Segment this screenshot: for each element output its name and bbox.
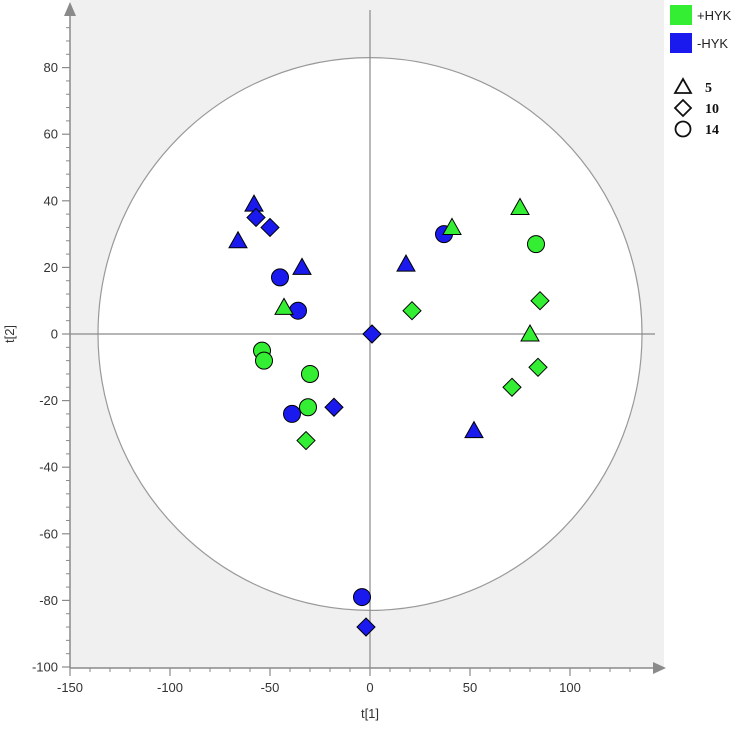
y-tick-label: 80 xyxy=(44,60,58,75)
data-point-diamond xyxy=(324,397,344,417)
data-point-triangle xyxy=(442,217,462,235)
data-point-diamond xyxy=(296,430,316,451)
y-tick-label: -100 xyxy=(32,660,58,675)
data-point-triangle xyxy=(292,257,312,275)
data-point-diamond xyxy=(356,617,376,637)
x-tick-label: -50 xyxy=(261,680,280,695)
data-point-diamond xyxy=(260,217,280,238)
legend-shape-label: 5 xyxy=(705,81,712,96)
legend-swatch xyxy=(670,5,692,25)
legend-diamond-icon xyxy=(673,98,693,118)
data-point-triangle xyxy=(396,254,416,272)
data-point-circle xyxy=(527,235,545,254)
y-tick-label: -40 xyxy=(39,460,58,475)
y-tick-label: -20 xyxy=(39,393,58,408)
data-point-diamond xyxy=(530,290,550,311)
data-point-circle xyxy=(289,301,307,320)
data-point-triangle xyxy=(520,323,540,342)
y-axis-arrow xyxy=(64,2,76,16)
y-tick-label: -80 xyxy=(39,593,58,608)
data-point-diamond xyxy=(528,357,548,378)
y-axis-title: t[2] xyxy=(2,325,17,343)
data-point-circle xyxy=(301,364,319,383)
x-tick-label: 50 xyxy=(463,680,477,695)
x-tick-label: -100 xyxy=(157,680,183,695)
data-point-circle xyxy=(255,351,273,370)
legend-circle-icon xyxy=(674,120,692,138)
legend: +HYK -HYK 5 10 14 xyxy=(670,5,732,138)
legend-triangle-icon xyxy=(673,77,693,94)
data-point-diamond xyxy=(246,207,266,228)
x-tick-label: 0 xyxy=(366,680,373,695)
legend-shape-label: 10 xyxy=(705,102,719,117)
data-point-diamond xyxy=(402,300,422,321)
data-point-triangle xyxy=(274,297,294,315)
y-tick-label: 0 xyxy=(51,327,58,342)
legend-swatch xyxy=(670,33,692,53)
x-axis-arrow xyxy=(653,662,666,674)
data-point-diamond xyxy=(502,377,522,397)
legend-label: -HYK xyxy=(697,36,728,51)
data-point-diamond xyxy=(362,324,382,344)
data-point-triangle xyxy=(510,197,530,215)
data-point-triangle xyxy=(464,420,484,439)
y-tick-label: -60 xyxy=(39,526,58,541)
x-tick-label: -150 xyxy=(57,680,83,695)
data-point-triangle xyxy=(228,230,248,249)
x-axis-title: t[1] xyxy=(361,706,379,721)
points-layer xyxy=(228,194,550,637)
y-tick-label: 20 xyxy=(44,260,58,275)
data-point-circle xyxy=(353,588,371,607)
x-tick-label: 100 xyxy=(559,680,581,695)
legend-shape-label: 14 xyxy=(705,123,719,138)
data-point-circle xyxy=(271,268,289,287)
y-tick-label: 40 xyxy=(44,193,58,208)
axis-layer: -150 -100 -50 0 50 100 -100 -80 -60 -40 -20 0 20 40 60… xyxy=(32,2,666,695)
data-point-circle xyxy=(283,404,301,423)
y-tick-label: 60 xyxy=(44,127,58,142)
series-plus-hyk xyxy=(253,197,550,451)
data-point-circle xyxy=(299,398,317,417)
legend-label: +HYK xyxy=(697,8,732,23)
